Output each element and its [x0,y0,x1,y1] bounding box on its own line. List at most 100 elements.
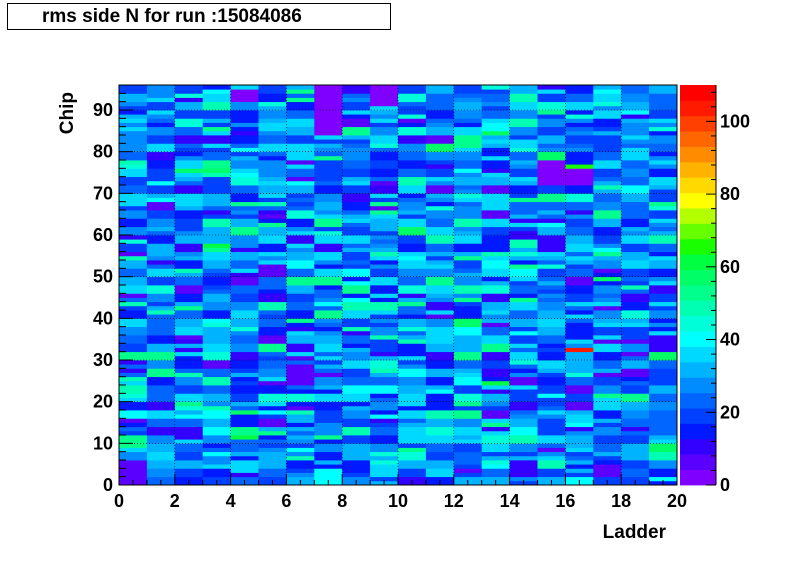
y-tick-label: 10 [93,433,113,453]
y-tick-label: 90 [93,100,113,120]
heatmap-cell [649,326,678,332]
heatmap-cell [314,97,343,103]
heatmap-cell [649,401,678,407]
heatmap-cell [398,260,427,265]
heatmap-cell [537,97,566,103]
heatmap-cell [286,239,315,244]
heatmap-cell [398,385,427,390]
heatmap-cell [425,322,455,328]
heatmap-cell [314,276,343,282]
heatmap-cell [481,130,510,136]
heatmap-cell [258,468,287,473]
heatmap-cell [174,447,204,453]
heatmap-cell [370,368,399,373]
heatmap-cell [537,210,566,215]
heatmap-cell [146,222,176,228]
heatmap-cell [425,110,455,115]
heatmap-cell [230,151,259,157]
heatmap-cell [258,164,287,169]
heatmap-cell [509,130,538,136]
heatmap-cell [509,105,538,111]
heatmap-cell [202,330,231,336]
heatmap-cell [202,314,231,319]
heatmap-cell [509,139,538,144]
heatmap-cell [621,472,650,478]
heatmap-cell [230,276,259,282]
heatmap-cell [286,414,315,419]
heatmap-cell [593,280,622,286]
heatmap-cell [453,372,483,378]
heatmap-cell [425,422,455,428]
heatmap-cell [453,139,483,144]
heatmap-cell [258,410,287,415]
heatmap-cell [425,330,455,336]
heatmap-cell [565,460,594,465]
heatmap-cell [342,260,371,265]
heatmap-cell [146,314,176,319]
x-tick-label: 0 [114,491,124,511]
heatmap-cell [230,310,259,315]
heatmap-cell [146,310,176,315]
heatmap-cell [593,464,622,469]
heatmap-cell [258,464,287,469]
heatmap-cell [202,160,231,165]
heatmap-cell [230,351,259,357]
heatmap-cell [649,93,678,98]
heatmap-cell [481,160,510,165]
heatmap-cell [174,289,204,294]
heatmap-cell [119,226,148,232]
heatmap-cell [342,85,371,90]
heatmap-cell [119,351,148,357]
heatmap-cell [202,393,231,398]
heatmap-cell [370,264,399,269]
heatmap-cell [119,435,148,440]
heatmap-cell [342,210,371,215]
heatmap-cell [146,405,176,411]
heatmap-cell [537,451,566,457]
heatmap-cell [649,385,678,390]
heatmap-cell [621,135,650,140]
heatmap-cell [509,401,538,407]
heatmap-cell [314,347,343,353]
heatmap-cell [649,185,678,190]
heatmap-cell [342,326,371,332]
heatmap-cell [286,472,315,478]
heatmap-cell [174,255,204,261]
heatmap-cell [509,168,538,173]
heatmap-cell [593,255,622,261]
heatmap-cell [481,389,510,394]
heatmap-cell [370,130,399,136]
heatmap-cell [119,322,148,328]
heatmap-cell [286,135,315,140]
heatmap-cell [258,455,287,461]
heatmap-cell [314,351,343,357]
heatmap-cell [425,305,455,311]
heatmap-cell [370,430,399,436]
heatmap-cell [119,372,148,378]
heatmap-cell [537,410,566,415]
heatmap-cell [286,151,315,157]
heatmap-cell [481,105,510,111]
heatmap-cell [481,210,510,215]
heatmap-cell [621,276,650,282]
heatmap-cell [649,139,678,144]
heatmap-cell [593,468,622,473]
heatmap-cell [146,276,176,282]
heatmap-cell [537,101,566,107]
heatmap-cell [146,393,176,398]
heatmap-cell [481,297,510,303]
heatmap-cell [481,393,510,398]
heatmap-cell [453,360,483,365]
heatmap-cell [230,93,259,98]
x-tick-label: 6 [281,491,291,511]
heatmap-cell [565,151,594,157]
heatmap-cell [146,439,176,444]
heatmap-cell [621,318,650,323]
heatmap-cell [453,422,483,428]
palette-tick-label: 100 [720,111,750,131]
heatmap-cell [649,380,678,386]
heatmap-cell [174,214,204,219]
heatmap-cell [342,93,371,98]
heatmap-cell [509,351,538,357]
palette-swatch [680,346,716,363]
